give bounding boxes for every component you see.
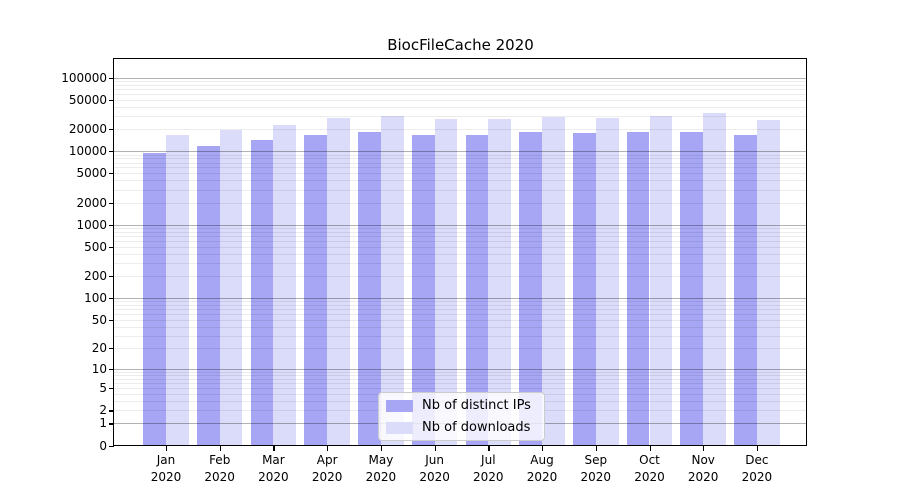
- bar-downloads: [595, 118, 619, 446]
- x-axis-tick-label: May 2020: [365, 453, 397, 484]
- x-axis-tick-label: Dec 2020: [741, 453, 773, 484]
- bar-distinct-ips: [626, 132, 650, 446]
- y-axis-tick: [109, 173, 114, 175]
- legend-item-distinct-ips: Nb of distinct IPs: [386, 398, 536, 413]
- bar-distinct-ips: [411, 134, 435, 446]
- y-axis-tick: [109, 319, 114, 322]
- y-axis-tick: [109, 298, 114, 300]
- bar-downloads: [542, 117, 565, 446]
- y-axis-tick-label: 2000: [76, 195, 107, 210]
- x-axis-tick: [273, 445, 275, 451]
- y-axis-tick: [109, 276, 114, 278]
- y-axis-tick-label: 20000: [68, 121, 107, 136]
- x-axis-tick-label: Jul 2020: [473, 453, 504, 484]
- legend: Nb of distinct IPs Nb of downloads: [378, 392, 545, 441]
- y-axis-tick: [109, 445, 114, 447]
- y-axis-tick-label: 0: [99, 438, 107, 453]
- x-axis-tick: [703, 445, 705, 451]
- x-axis-tick: [327, 445, 329, 451]
- legend-swatch-distinct-ips: [386, 399, 413, 412]
- bar-distinct-ips: [519, 132, 542, 446]
- bar-downloads: [756, 120, 780, 446]
- y-axis-tick-label: 5000: [76, 166, 107, 181]
- y-axis-tick-label: 100: [84, 291, 107, 305]
- bar-distinct-ips: [573, 133, 596, 446]
- y-axis-tick: [109, 202, 114, 204]
- y-axis-tick-label: 10000: [68, 144, 107, 159]
- bar-distinct-ips: [304, 134, 328, 446]
- y-axis-tick: [109, 423, 114, 425]
- y-axis-tick: [109, 128, 114, 131]
- bar-distinct-ips: [196, 146, 220, 446]
- y-axis-tick: [109, 348, 114, 350]
- x-axis-tick-label: Mar 2020: [258, 453, 289, 484]
- x-axis-tick: [756, 445, 759, 451]
- bar-distinct-ips: [250, 139, 274, 446]
- y-axis-tick-label: 50000: [68, 92, 107, 107]
- plot-border: [113, 58, 807, 446]
- y-axis-tick: [109, 99, 114, 101]
- x-axis-tick-label: Aug 2020: [526, 453, 558, 484]
- bar-downloads: [488, 118, 512, 446]
- x-axis-tick-label: Oct 2020: [634, 453, 665, 484]
- x-axis-tick: [542, 445, 544, 451]
- bar-downloads: [703, 112, 726, 446]
- x-axis-tick: [434, 445, 436, 451]
- x-axis-tick: [380, 445, 383, 451]
- x-axis-tick-label: Feb 2020: [204, 453, 235, 484]
- bar-downloads: [219, 129, 243, 446]
- bar-downloads: [380, 115, 404, 446]
- y-axis-tick: [109, 151, 114, 153]
- bar-distinct-ips: [465, 135, 489, 446]
- x-axis-tick-label: Apr 2020: [311, 453, 343, 484]
- legend-item-downloads: Nb of downloads: [386, 420, 536, 435]
- y-axis-tick: [109, 368, 114, 371]
- bar-distinct-ips: [143, 152, 166, 446]
- x-axis-tick-label: Nov 2020: [687, 453, 719, 484]
- y-axis-tick-label: 5: [99, 381, 107, 396]
- y-axis-tick: [109, 224, 114, 226]
- bar-downloads: [273, 124, 297, 446]
- bar-distinct-ips: [734, 135, 757, 446]
- x-axis-tick-label: Jun 2020: [419, 453, 450, 484]
- bar-downloads: [434, 118, 458, 446]
- x-axis-tick: [219, 445, 221, 451]
- legend-label-downloads: Nb of downloads: [422, 420, 531, 435]
- bar-downloads: [327, 118, 350, 446]
- y-axis-tick-label: 2: [99, 403, 107, 418]
- y-axis-tick-label: 10: [91, 361, 107, 376]
- x-axis-tick-label: Sep 2020: [580, 453, 612, 484]
- bar-downloads: [166, 134, 189, 446]
- y-axis-tick-label: 20: [91, 341, 107, 356]
- x-axis-tick: [166, 445, 168, 451]
- y-axis-tick-label: 100000: [61, 70, 107, 85]
- y-axis-tick-label: 1000: [76, 217, 107, 232]
- y-axis-tick-label: 200: [84, 269, 107, 283]
- x-axis-tick: [595, 445, 598, 451]
- bar-distinct-ips: [358, 131, 381, 446]
- y-axis-tick: [109, 77, 114, 79]
- y-axis-tick-label: 500: [84, 239, 107, 254]
- legend-label-distinct-ips: Nb of distinct IPs: [422, 398, 531, 413]
- bar-downloads: [649, 116, 673, 446]
- y-axis-tick: [109, 388, 114, 390]
- y-axis-tick: [109, 246, 114, 249]
- x-axis-tick: [488, 445, 490, 451]
- legend-swatch-downloads: [386, 421, 413, 434]
- y-axis-tick-label: 50: [91, 312, 107, 327]
- x-axis-tick-label: Jan 2020: [150, 453, 182, 484]
- y-axis-tick: [109, 410, 114, 412]
- y-axis-tick-label: 1: [99, 416, 107, 431]
- x-axis-tick: [649, 445, 651, 451]
- bar-distinct-ips: [680, 132, 704, 446]
- chart-title: BiocFileCache 2020: [387, 36, 534, 54]
